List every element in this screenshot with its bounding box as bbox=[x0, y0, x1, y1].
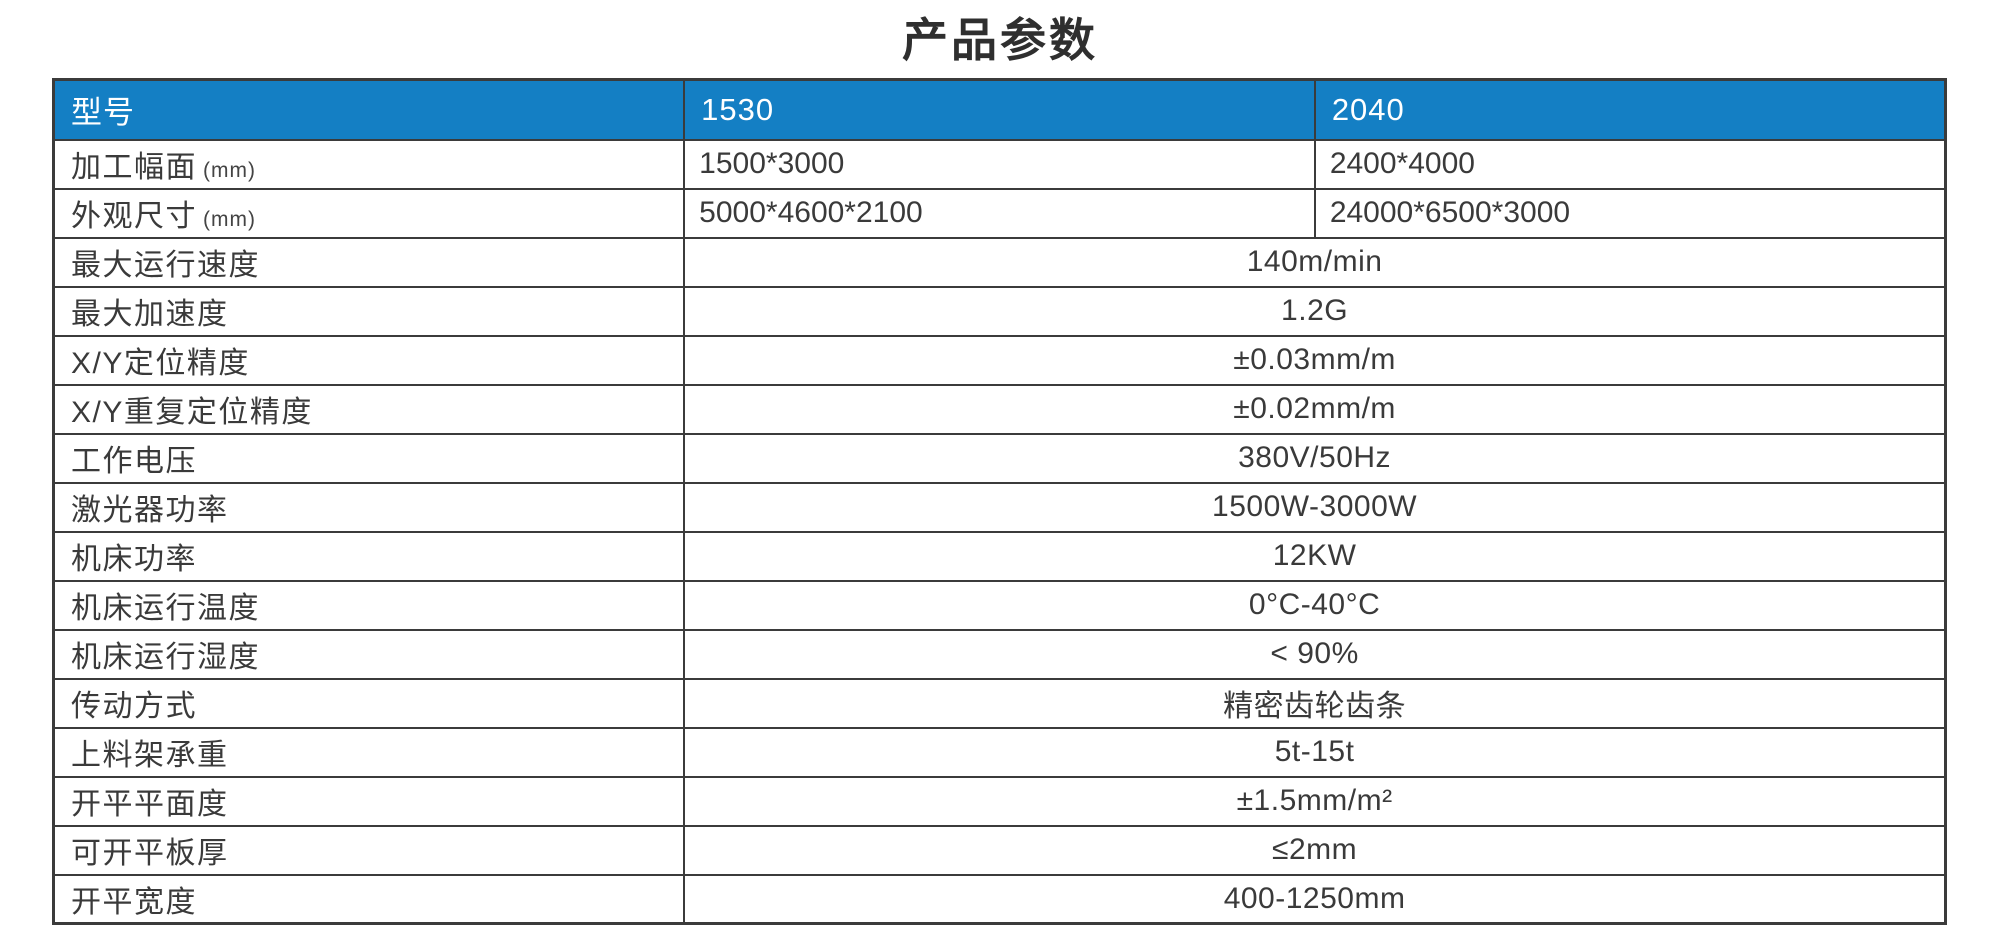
row-value-1530: 1500*3000 bbox=[683, 138, 1316, 190]
table-row-laser-power: 激光器功率 1500W-3000W bbox=[52, 481, 1947, 533]
row-value-merged: ±0.02mm/m bbox=[683, 383, 1947, 435]
row-value-merged: 1.2G bbox=[683, 285, 1947, 337]
header-cell-model-1530: 1530 bbox=[683, 78, 1316, 141]
table-row-working-voltage: 工作电压 380V/50Hz bbox=[52, 432, 1947, 484]
table-row-working-area: 加工幅面 (mm) 1500*3000 2400*4000 bbox=[52, 138, 1947, 190]
row-label-cell: 机床功率 bbox=[52, 530, 686, 582]
header-cell-model: 型号 bbox=[52, 78, 686, 141]
product-spec-table: 型号 1530 2040 加工幅面 (mm) 1500*3000 2400*400… bbox=[52, 78, 1947, 925]
table-row-leveling-flatness: 开平平面度 ±1.5mm/m² bbox=[52, 775, 1947, 827]
row-value-merged: ±0.03mm/m bbox=[683, 334, 1947, 386]
row-label-cell: 传动方式 bbox=[52, 677, 686, 729]
row-value-merged: 1500W-3000W bbox=[683, 481, 1947, 533]
table-row-operating-humidity: 机床运行湿度 < 90% bbox=[52, 628, 1947, 680]
row-label-cell: 开平宽度 bbox=[52, 873, 686, 925]
row-label-cell: X/Y重复定位精度 bbox=[52, 383, 686, 435]
row-value-merged: ≤2mm bbox=[683, 824, 1947, 876]
row-label-cell: 开平平面度 bbox=[52, 775, 686, 827]
row-label-cell: 最大加速度 bbox=[52, 285, 686, 337]
table-row-leveling-plate-thickness: 可开平板厚 ≤2mm bbox=[52, 824, 1947, 876]
table-row-transmission-type: 传动方式 精密齿轮齿条 bbox=[52, 677, 1947, 729]
row-value-2040: 24000*6500*3000 bbox=[1313, 187, 1947, 239]
row-value-merged: < 90% bbox=[683, 628, 1947, 680]
table-row-repeat-positioning-accuracy: X/Y重复定位精度 ±0.02mm/m bbox=[52, 383, 1947, 435]
table-row-positioning-accuracy: X/Y定位精度 ±0.03mm/m bbox=[52, 334, 1947, 386]
table-row-machine-power: 机床功率 12KW bbox=[52, 530, 1947, 582]
row-label-cell: 上料架承重 bbox=[52, 726, 686, 778]
row-value-2040: 2400*4000 bbox=[1313, 138, 1947, 190]
row-value-merged: 140m/min bbox=[683, 236, 1947, 288]
page-title: 产品参数 bbox=[902, 14, 1098, 66]
row-value-merged: 12KW bbox=[683, 530, 1947, 582]
table-row-operating-temperature: 机床运行温度 0°C-40°C bbox=[52, 579, 1947, 631]
row-value-merged: 5t-15t bbox=[683, 726, 1947, 778]
row-label-text: 外观尺寸 bbox=[71, 200, 197, 233]
row-value-1530: 5000*4600*2100 bbox=[683, 187, 1316, 239]
row-value-merged: 400-1250mm bbox=[683, 873, 1947, 925]
row-value-merged: 0°C-40°C bbox=[683, 579, 1947, 631]
row-label-cell: 机床运行温度 bbox=[52, 579, 686, 631]
table-row-loading-rack-capacity: 上料架承重 5t-15t bbox=[52, 726, 1947, 778]
row-label-text: 加工幅面 bbox=[71, 151, 197, 184]
row-label-cell: 激光器功率 bbox=[52, 481, 686, 533]
row-label-cell: 外观尺寸 (mm) bbox=[52, 187, 686, 239]
table-row-dimensions: 外观尺寸 (mm) 5000*4600*2100 24000*6500*3000 bbox=[52, 187, 1947, 239]
row-label-cell: X/Y定位精度 bbox=[52, 334, 686, 386]
row-label-unit: (mm) bbox=[203, 208, 256, 231]
row-label-unit: (mm) bbox=[203, 159, 256, 182]
table-row-leveling-width: 开平宽度 400-1250mm bbox=[52, 873, 1947, 925]
product-parameters-page: 产品参数 型号 1530 2040 加工幅面 (mm) 1500*3000 240… bbox=[0, 12, 2000, 950]
table-row-max-speed: 最大运行速度 140m/min bbox=[52, 236, 1947, 288]
row-value-merged: 380V/50Hz bbox=[683, 432, 1947, 484]
row-label-cell: 加工幅面 (mm) bbox=[52, 138, 686, 190]
row-label-cell: 最大运行速度 bbox=[52, 236, 686, 288]
row-label-cell: 可开平板厚 bbox=[52, 824, 686, 876]
row-label-cell: 工作电压 bbox=[52, 432, 686, 484]
table-header-row: 型号 1530 2040 bbox=[52, 78, 1947, 141]
header-cell-model-2040: 2040 bbox=[1313, 78, 1947, 141]
row-value-merged: 精密齿轮齿条 bbox=[683, 677, 1947, 729]
row-label-cell: 机床运行湿度 bbox=[52, 628, 686, 680]
row-value-merged: ±1.5mm/m² bbox=[683, 775, 1947, 827]
table-row-max-acceleration: 最大加速度 1.2G bbox=[52, 285, 1947, 337]
